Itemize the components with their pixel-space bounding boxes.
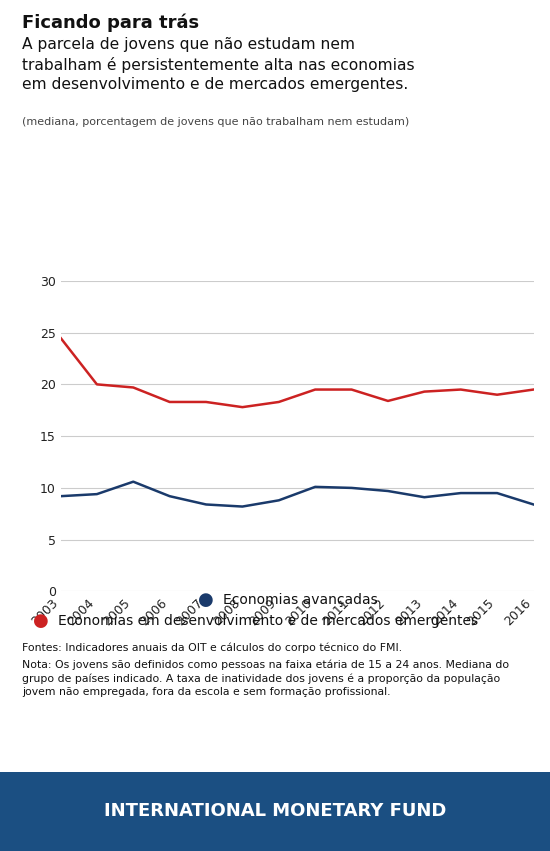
Text: Economias em desenvolvimento e de mercados emergentes: Economias em desenvolvimento e de mercad… bbox=[58, 614, 478, 628]
Text: Economias avançadas: Economias avançadas bbox=[223, 593, 377, 607]
Text: ●: ● bbox=[34, 612, 49, 631]
Text: INTERNATIONAL MONETARY FUND: INTERNATIONAL MONETARY FUND bbox=[104, 802, 446, 820]
Text: (mediana, porcentagem de jovens que não trabalham nem estudam): (mediana, porcentagem de jovens que não … bbox=[22, 117, 409, 128]
Text: Ficando para trás: Ficando para trás bbox=[22, 14, 199, 32]
Text: Nota: Os jovens são definidos como pessoas na faixa etária de 15 a 24 anos. Medi: Nota: Os jovens são definidos como pesso… bbox=[22, 660, 509, 697]
Text: A parcela de jovens que não estudam nem
trabalham é persistentemente alta nas ec: A parcela de jovens que não estudam nem … bbox=[22, 37, 415, 92]
Text: ●: ● bbox=[199, 591, 214, 609]
Text: Fontes: Indicadores anuais da OIT e cálculos do corpo técnico do FMI.: Fontes: Indicadores anuais da OIT e cálc… bbox=[22, 643, 402, 653]
